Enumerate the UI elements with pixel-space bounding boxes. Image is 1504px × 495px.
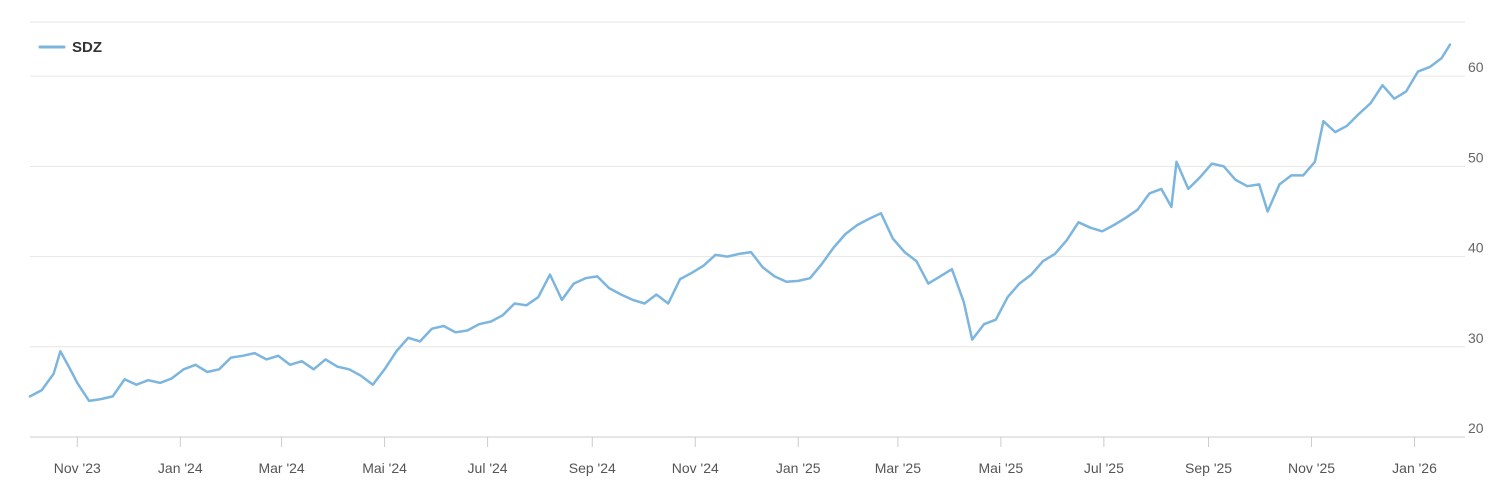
x-tick-label: Jan '25 — [776, 460, 821, 476]
x-tick-label: Sep '24 — [569, 460, 616, 476]
x-tick-label: Jan '26 — [1392, 460, 1437, 476]
grid — [30, 21, 1465, 348]
x-tick-label: Nov '23 — [54, 460, 101, 476]
y-tick-label: 60 — [1468, 59, 1484, 75]
x-tick-label: Mai '25 — [979, 460, 1024, 476]
y-tick-label: 50 — [1468, 149, 1484, 165]
y-tick-label: 40 — [1468, 240, 1484, 256]
x-tick-label: Mar '25 — [875, 460, 921, 476]
legend-label[interactable]: SDZ — [72, 39, 102, 56]
series-line-sdz — [28, 43, 1452, 403]
x-tick-label: Mai '24 — [362, 460, 407, 476]
x-tick-label: Jul '25 — [1084, 460, 1124, 476]
x-axis: Nov '23 Jan '24 Mar '24 Mai '24 Jul '24 Sep '… — [30, 436, 1465, 476]
legend[interactable]: SDZ — [38, 39, 102, 56]
x-tick-label: Mar '24 — [258, 460, 304, 476]
x-tick-label: Nov '24 — [672, 460, 719, 476]
x-tick-label: Sep '25 — [1185, 460, 1232, 476]
x-tick-label: Nov '25 — [1288, 460, 1335, 476]
y-tick-label: 30 — [1468, 330, 1484, 346]
x-tick-label: Jan '24 — [158, 460, 203, 476]
x-tick-label: Jul '24 — [468, 460, 508, 476]
y-axis: 20 30 40 50 60 — [1468, 59, 1484, 436]
series-layer — [28, 43, 1452, 403]
y-tick-label: 20 — [1468, 420, 1484, 436]
